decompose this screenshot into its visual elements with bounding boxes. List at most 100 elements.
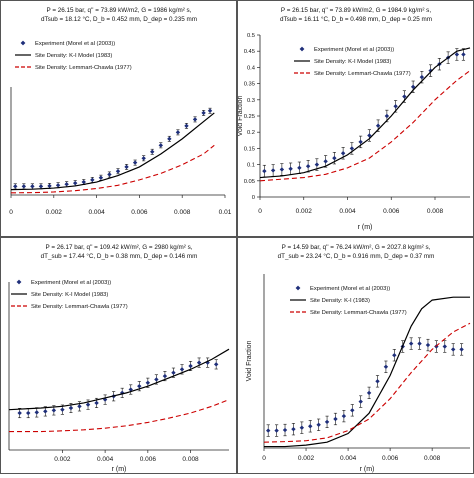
data-point <box>367 133 372 138</box>
data-point <box>384 113 390 119</box>
data-point <box>196 360 202 365</box>
data-point <box>408 341 414 346</box>
data-point <box>291 426 296 432</box>
chart-header-line: dTsub = 18.12 °C, D_b = 0.452 mm, D_dep … <box>41 15 197 23</box>
y-tick-label: 0.35 <box>244 82 255 88</box>
data-point <box>34 410 39 415</box>
legend-label: Site Density: K-I (1983) <box>310 298 370 304</box>
data-point <box>201 110 206 116</box>
data-point <box>137 383 142 389</box>
y-tick-label: 0.3 <box>247 98 255 104</box>
chart-1: P = 26.15 bar, q'' = 73.89 kW/m2, G = 19… <box>9 7 232 216</box>
chart-header-line: P = 26.15 bar, q'' = 73.89 kW/m2, G = 19… <box>47 7 192 14</box>
data-point <box>324 419 330 425</box>
data-point <box>288 166 293 172</box>
data-point <box>124 164 129 170</box>
x-axis-label: r (m) <box>360 466 375 473</box>
data-point <box>213 362 219 367</box>
chart-header-line: dTsub = 16.11 °C, D_b = 0.498 mm, D_dep … <box>280 15 432 23</box>
data-point <box>428 68 433 73</box>
x-axis-label: r (m) <box>358 224 373 231</box>
series-line-k-i-model <box>8 348 230 411</box>
data-point <box>279 167 285 172</box>
data-point <box>375 123 381 128</box>
data-point <box>205 360 210 365</box>
data-point <box>375 379 380 384</box>
series-line-lemmart-chawla <box>9 399 230 433</box>
series-line-k-i-model <box>10 112 215 191</box>
y-tick-label: 0.15 <box>244 146 255 152</box>
y-axis-label: Void Fraction <box>238 95 244 136</box>
legend-label: Experiment (Morel et al (2003)) <box>310 286 390 292</box>
legend-marker <box>16 279 22 285</box>
chart-header-line: P = 26.15 bar, q'' = 73.89 kW/m2, G = 19… <box>281 7 431 14</box>
data-point <box>410 84 416 90</box>
data-point <box>188 363 193 369</box>
data-point <box>417 341 422 346</box>
data-point <box>419 74 425 80</box>
x-tick-label: 0.004 <box>97 456 114 463</box>
x-tick-label: 0 <box>262 455 266 462</box>
x-tick-label: 0.002 <box>298 455 315 462</box>
data-point <box>262 168 267 174</box>
data-point <box>13 184 18 189</box>
data-point <box>332 155 337 161</box>
data-point <box>207 108 213 113</box>
y-tick-label: 0.2 <box>247 130 255 136</box>
data-point <box>383 364 389 369</box>
data-point <box>297 165 302 171</box>
data-point <box>179 367 185 372</box>
data-point <box>26 410 31 416</box>
legend-label: Experiment (Morel et al (2003)) <box>31 280 111 286</box>
chart-3: P = 26.17 bar, q'' = 109.42 kW/m², G = 2… <box>8 244 230 473</box>
data-point <box>358 139 363 145</box>
chart-header-line: P = 14.59 bar, q'' = 76.24 kW/m², G = 20… <box>282 244 431 251</box>
data-point <box>90 177 95 183</box>
chart-header-line: dT_sub = 17.44 °C, D_b = 0.38 mm, D_dep … <box>41 252 198 260</box>
series-line-k-i-model <box>264 296 470 448</box>
x-tick-label: 0.002 <box>296 208 313 215</box>
data-point <box>47 183 52 189</box>
legend-label: Site Density: K-I Model (1983) <box>35 53 112 59</box>
data-point <box>341 413 347 419</box>
data-point <box>132 160 138 165</box>
data-point <box>393 104 398 109</box>
chart-panel-2: P = 26.15 bar, q'' = 73.89 kW/m2, G = 19… <box>237 0 474 237</box>
data-point <box>402 94 407 99</box>
data-point <box>305 164 311 169</box>
data-point <box>274 428 279 433</box>
legend-marker <box>299 46 305 52</box>
data-point <box>141 156 146 161</box>
chart-header-line: dT_sub = 23.24 °C, D_b = 0.916 mm, D_dep… <box>278 252 435 260</box>
data-point <box>98 175 104 180</box>
x-tick-label: 0.006 <box>140 456 157 463</box>
legend-label: Experiment (Morel et al (2003)) <box>35 41 115 47</box>
y-tick-label: 0.25 <box>244 114 255 120</box>
chart-panel-1: P = 26.15 bar, q'' = 73.89 kW/m2, G = 19… <box>0 0 237 237</box>
data-point <box>162 373 168 379</box>
data-point <box>68 405 74 411</box>
data-point <box>38 184 44 189</box>
y-tick-label: 0 <box>252 195 255 201</box>
data-point <box>282 427 288 433</box>
data-point <box>392 353 397 358</box>
data-point <box>358 399 363 404</box>
x-tick-label: 0.006 <box>383 208 400 215</box>
data-point <box>366 390 372 396</box>
data-point <box>21 184 27 189</box>
data-point <box>299 425 305 430</box>
data-point <box>184 123 189 129</box>
data-point <box>30 184 35 189</box>
x-tick-label: 0.004 <box>88 209 105 216</box>
chart-panel-3: P = 26.17 bar, q'' = 109.42 kW/m², G = 2… <box>0 237 237 474</box>
data-point <box>350 408 355 413</box>
data-point <box>454 52 460 57</box>
data-point <box>323 159 328 164</box>
chart-header-line: P = 26.17 bar, q'' = 109.42 kW/m², G = 2… <box>45 244 192 251</box>
data-point <box>333 416 338 422</box>
data-point <box>64 182 69 187</box>
chart-4: P = 14.59 bar, q'' = 76.24 kW/m², G = 20… <box>246 244 471 473</box>
data-point <box>340 151 346 156</box>
data-point <box>150 149 155 154</box>
x-tick-label: 0.008 <box>424 455 441 462</box>
